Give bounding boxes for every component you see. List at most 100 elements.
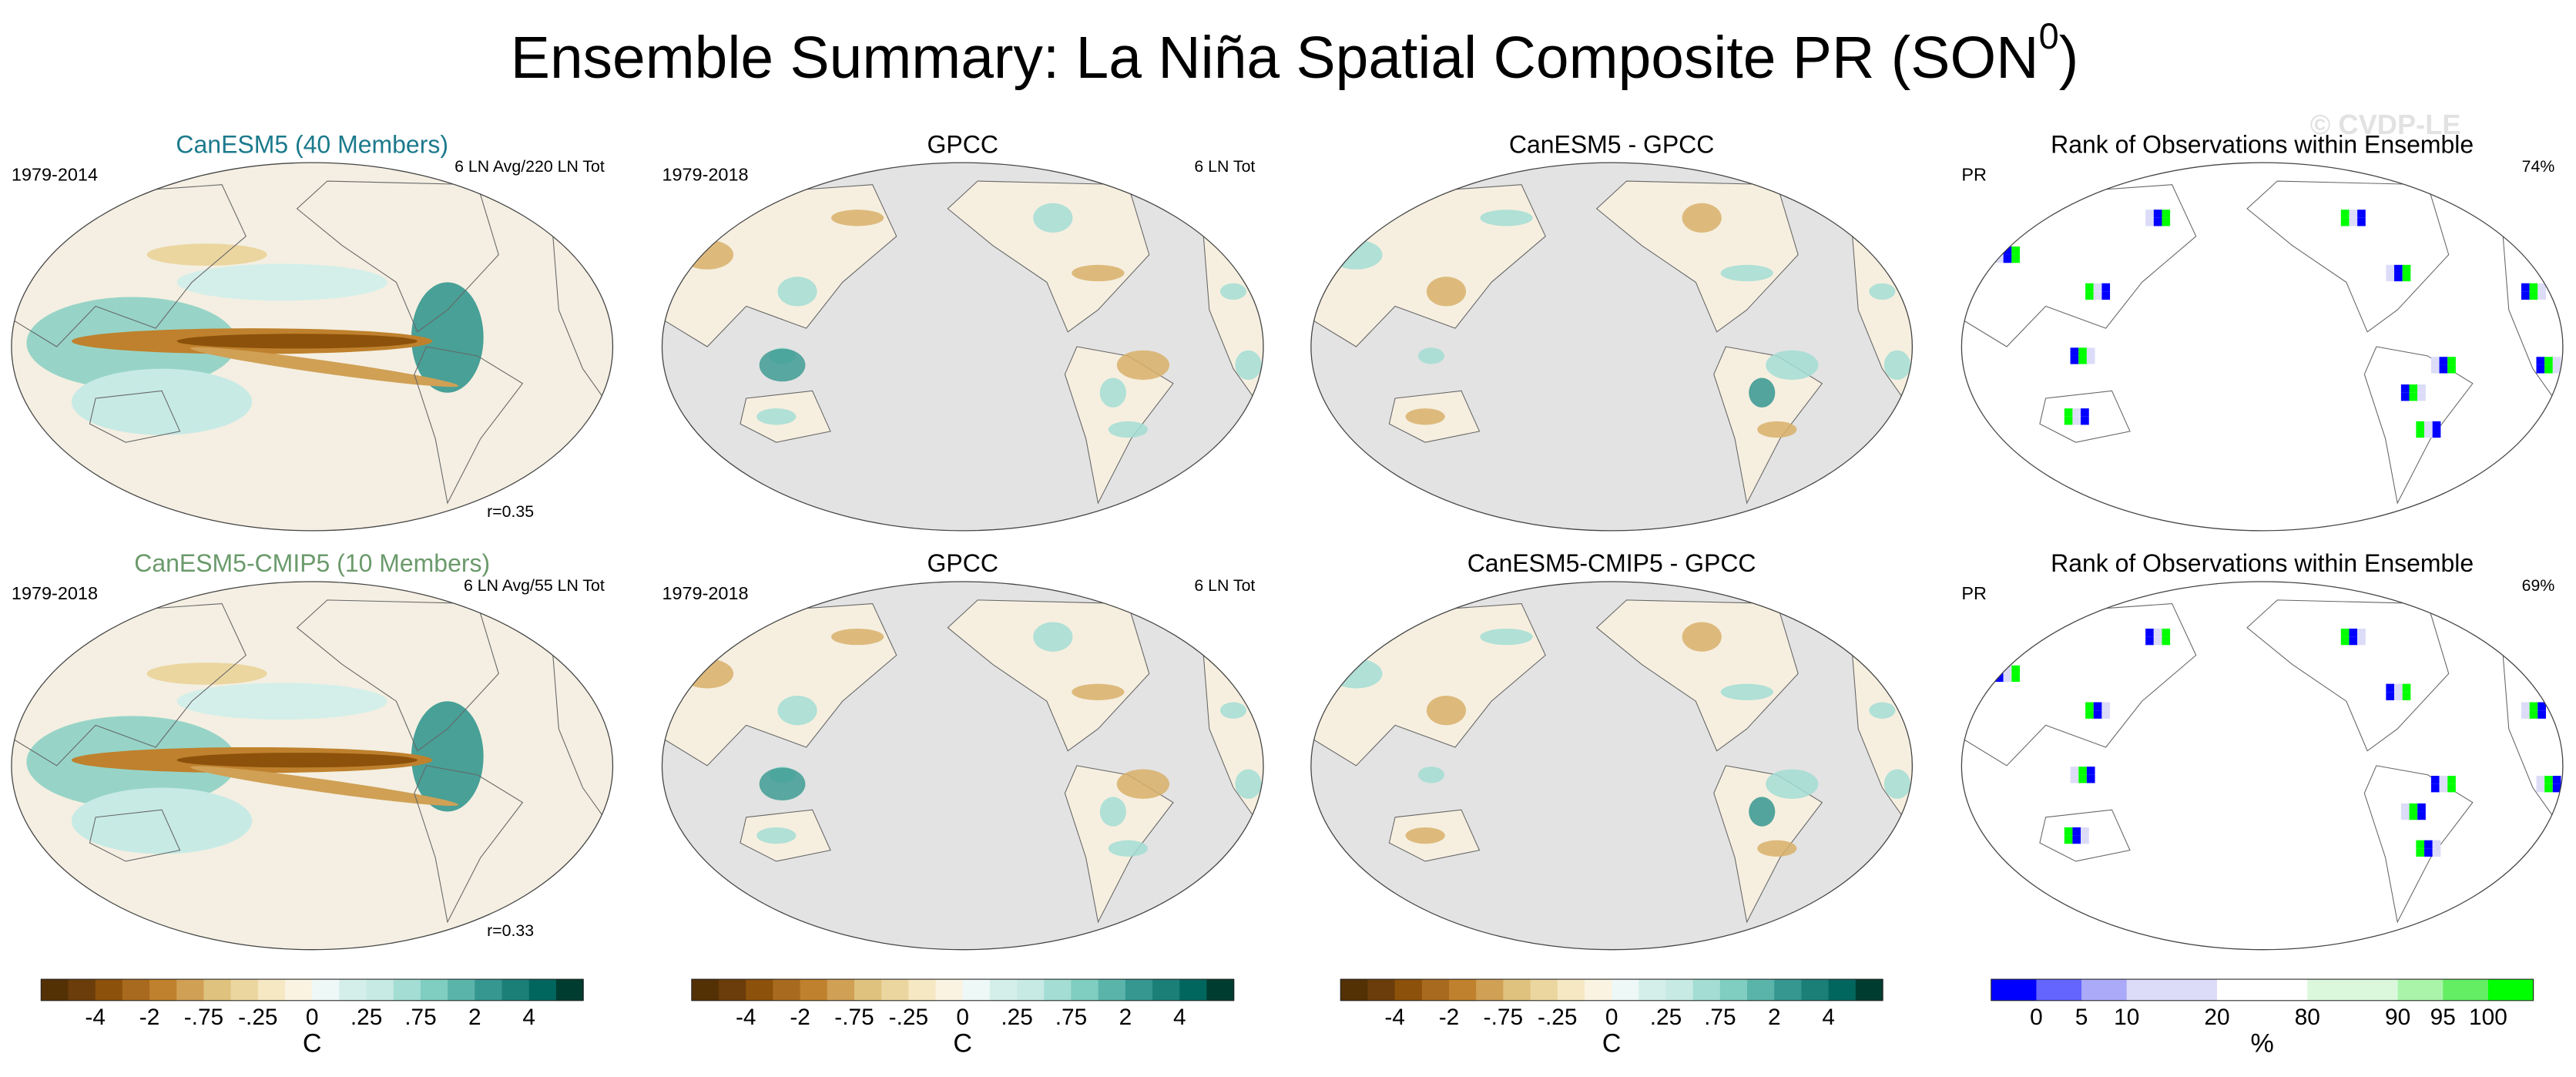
- rank-cell: [2101, 291, 2111, 300]
- rank-cell: [2072, 835, 2081, 844]
- panel-right-label: 6 LN Avg/220 LN Tot: [454, 157, 605, 176]
- panel-right-label: 6 LN Tot: [1194, 576, 1255, 595]
- rank-cell: [2439, 357, 2448, 365]
- rank-cell: [2162, 217, 2171, 226]
- land-anomaly: [1757, 840, 1797, 857]
- teal-region: [411, 701, 484, 812]
- map-panel: CanESM5-CMIP5 (10 Members) 1979-2018 6 LN …: [11, 549, 614, 951]
- rank-cell: [2064, 827, 2073, 836]
- brown-band: [146, 243, 267, 266]
- rank-cell: [2409, 803, 2418, 812]
- colorbar-box: [1367, 979, 1396, 1001]
- land-anomaly: [680, 240, 734, 270]
- land: [1595, 180, 1799, 333]
- colorbar-label: .75: [404, 1005, 437, 1030]
- rank-cell: [2078, 347, 2087, 356]
- colorbar-box: [2352, 979, 2399, 1001]
- rank-cell: [2340, 210, 2350, 218]
- land-anomaly: [759, 767, 806, 801]
- colorbar-box: [1530, 979, 1558, 1001]
- teal-region: [71, 787, 253, 854]
- land: [296, 599, 499, 752]
- land: [947, 180, 1150, 333]
- colorbar-label: -2: [790, 1005, 810, 1030]
- rank-cell: [2093, 710, 2102, 719]
- land-anomaly: [1749, 797, 1776, 827]
- rank-cell: [2145, 217, 2154, 226]
- rank-cell: [2085, 710, 2094, 719]
- rank-cell: [2439, 364, 2448, 374]
- colorbar-box: [1421, 979, 1450, 1001]
- colorbar-box: [2217, 979, 2263, 1001]
- land-anomaly: [1219, 283, 1247, 300]
- colorbar-box: [827, 979, 855, 1001]
- rank-cell: [2447, 783, 2456, 793]
- rank-cell: [2432, 421, 2441, 430]
- rank-cell: [2402, 264, 2411, 273]
- colorbar-label: 0: [2030, 1005, 2043, 1030]
- land: [11, 184, 247, 347]
- rank-cell: [2081, 827, 2089, 836]
- map-content: [11, 180, 613, 505]
- rank-cell: [2003, 673, 2012, 683]
- land: [2039, 809, 2131, 862]
- land: [2246, 180, 2450, 333]
- colorbar-label: -4: [85, 1005, 106, 1030]
- colorbar-box: [1639, 979, 1667, 1001]
- rank-cell: [2424, 429, 2433, 438]
- rank-cell: [2386, 273, 2395, 282]
- colorbar-box: [1152, 979, 1180, 1001]
- rank-cell: [2400, 384, 2410, 393]
- map-background: [1961, 581, 2563, 950]
- colorbar-box: [2397, 979, 2444, 1001]
- panel-title: CanESM5-CMIP5 (10 Members): [134, 549, 490, 577]
- rank-cell: [2417, 392, 2426, 401]
- colorbar-label: .75: [1704, 1005, 1736, 1030]
- land: [414, 765, 524, 924]
- land-anomaly: [1682, 203, 1722, 233]
- land-anomaly: [1883, 769, 1910, 799]
- colorbar-box: [1125, 979, 1153, 1001]
- colorbar-box: [800, 979, 828, 1001]
- colorbar-label: 4: [522, 1005, 535, 1030]
- rank-cell: [2552, 776, 2561, 784]
- colorbar-box: [1612, 979, 1639, 1001]
- colorbar-outline: [40, 978, 584, 1002]
- colorbar-outline: [1340, 978, 1883, 1002]
- panel-title: GPCC: [927, 549, 998, 577]
- rank-cell: [2153, 636, 2162, 646]
- colorbar-box: [312, 979, 340, 1001]
- colorbar-box: [2126, 979, 2173, 1001]
- colorbar-box: [1476, 979, 1504, 1001]
- colorbar-box: [1665, 979, 1694, 1001]
- map-panel: CanESM5 (40 Members) 1979-2014 6 LN Avg/22…: [11, 130, 614, 532]
- rank-cell: [2162, 210, 2171, 218]
- rank-cell: [2070, 355, 2079, 364]
- colorbar-label: 2: [1119, 1005, 1132, 1030]
- rank-cell: [2081, 408, 2089, 417]
- colorbar-box: [475, 979, 503, 1001]
- rank-cell: [2357, 210, 2366, 218]
- title-end: ): [2059, 25, 2079, 91]
- colorbar-box: [555, 979, 584, 1001]
- rank-cell: [2093, 702, 2102, 711]
- rank-cell: [2386, 692, 2395, 700]
- rank-cell: [2521, 283, 2530, 292]
- rank-cell: [2552, 783, 2561, 793]
- colorbar-box: [1179, 979, 1208, 1001]
- colorbar-label: -.75: [1484, 1005, 1523, 1030]
- colorbar-label: 0: [1605, 1005, 1618, 1030]
- colorbar-box: [1801, 979, 1830, 1001]
- rank-cell: [2402, 692, 2411, 700]
- rank-cell: [2416, 421, 2425, 430]
- rank-cell: [2153, 217, 2162, 226]
- map-content: [1961, 599, 2563, 924]
- map-panel: CanESM5-CMIP5 - GPCC: [1310, 549, 1914, 951]
- land-anomaly: [1749, 377, 1776, 408]
- panel-title: GPCC: [927, 130, 998, 158]
- teal-region: [176, 263, 387, 301]
- rank-cell: [2078, 355, 2087, 364]
- colorbar-box: [2487, 979, 2534, 1001]
- colorbar-box: [2081, 979, 2128, 1001]
- rank-cell: [2417, 803, 2426, 812]
